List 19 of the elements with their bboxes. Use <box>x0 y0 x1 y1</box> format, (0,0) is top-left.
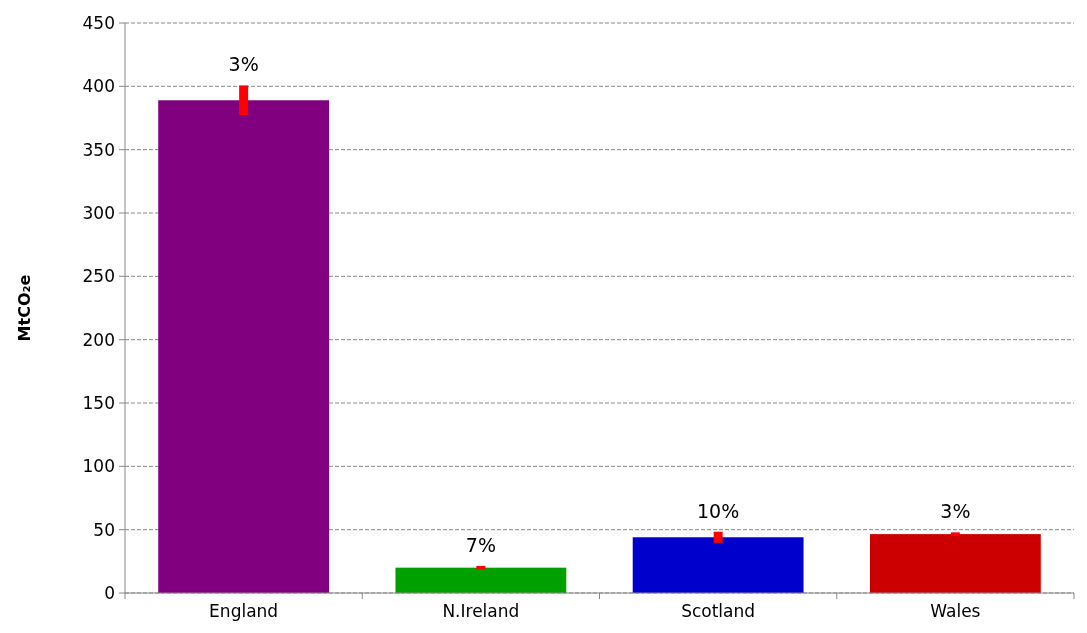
y-tick-label: 350 <box>82 139 115 160</box>
y-tick-label: 450 <box>82 12 115 33</box>
y-tick-label: 200 <box>82 329 115 350</box>
y-tick-label: 250 <box>82 266 115 287</box>
x-tick-label: Wales <box>930 601 981 621</box>
y-tick-label: 400 <box>82 76 115 97</box>
y-axis-title: MtCO₂e <box>15 274 34 342</box>
y-tick-label: 150 <box>82 392 115 413</box>
annotation: 10% <box>697 499 740 522</box>
x-tick-label: England <box>209 601 279 621</box>
y-tick-label: 100 <box>82 456 115 477</box>
annotation: 7% <box>465 533 496 556</box>
y-tick-label: 0 <box>104 582 115 603</box>
x-tick-label: N.Ireland <box>442 601 520 621</box>
annotation: 3% <box>228 53 259 76</box>
y-tick-label: 300 <box>82 202 115 223</box>
x-tick-label: Scotland <box>681 601 756 621</box>
y-tick-label: 50 <box>93 519 115 540</box>
annotation: 3% <box>940 500 971 523</box>
